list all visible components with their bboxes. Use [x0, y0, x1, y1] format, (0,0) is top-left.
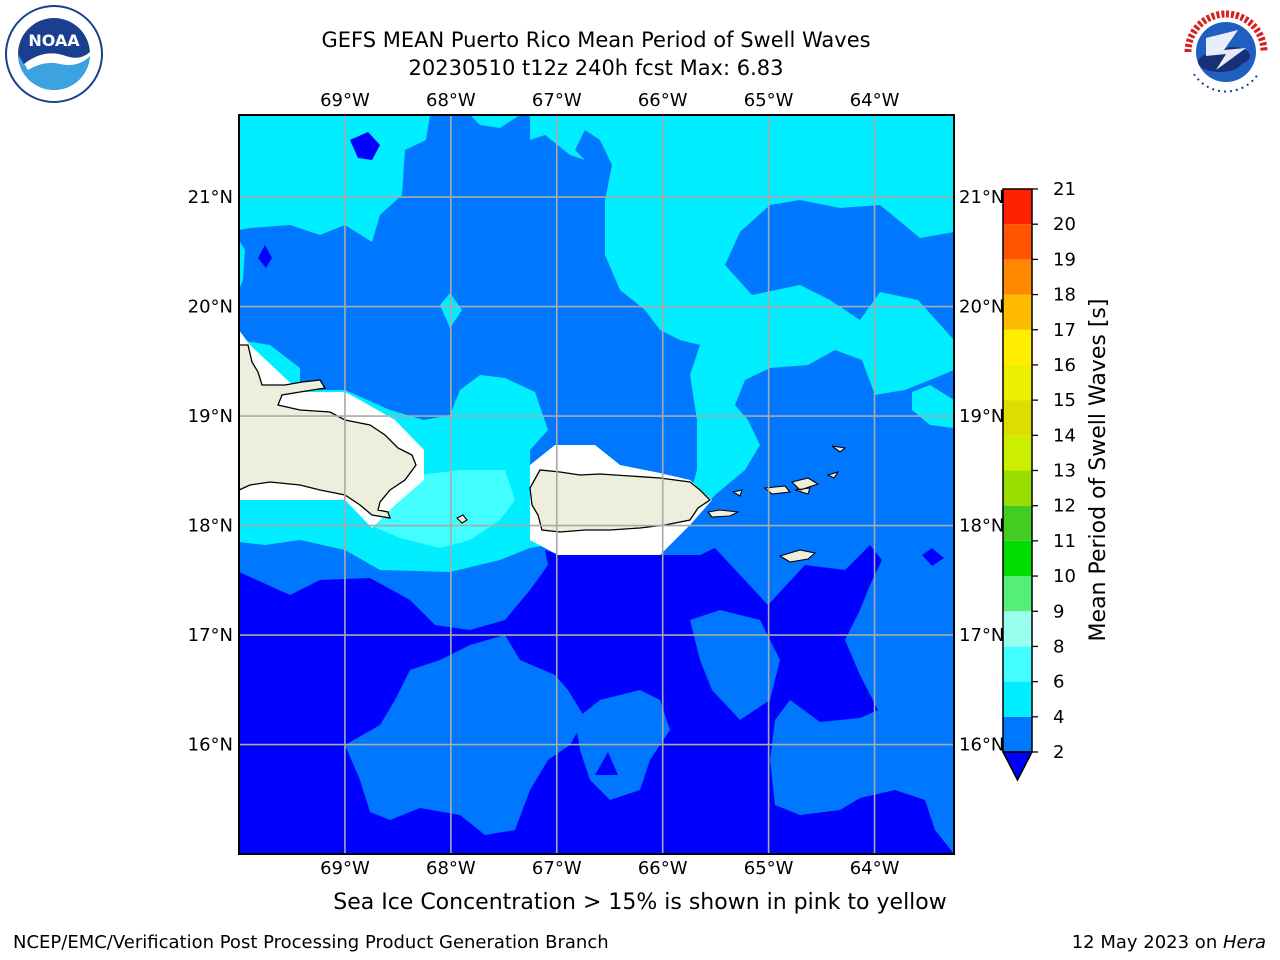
- colorbar-tick-label: 21: [1053, 179, 1076, 200]
- contour-blue-spot-s: [595, 752, 618, 775]
- lon-labels-bottom: 69°W 68°W 67°W 66°W 65°W 64°W: [320, 858, 900, 879]
- lon-tick-label: 65°W: [744, 858, 794, 879]
- colorbar-tick-label: 14: [1053, 425, 1076, 446]
- contour-blue-spot-n: [350, 132, 380, 160]
- contour-light-south-3: [690, 610, 780, 720]
- swell-period-field: [239, 115, 954, 854]
- lat-tick-label: 17°N: [188, 625, 233, 646]
- colorbar-segment: [1003, 716, 1032, 752]
- lat-labels-left: 21°N 20°N 19°N 18°N 17°N 16°N: [188, 187, 233, 755]
- colorbar-segment: [1003, 329, 1032, 365]
- lat-tick-label: 16°N: [959, 735, 1004, 756]
- contour-cyan-north-main: [530, 115, 954, 510]
- colorbar-tick-label: 15: [1053, 390, 1076, 411]
- colorbar-segment: [1003, 540, 1032, 577]
- lon-tick-label: 64°W: [850, 90, 900, 111]
- noaa-logo-icon: NOAA: [5, 5, 103, 103]
- lat-labels-right: 21°N 20°N 19°N 18°N 17°N 16°N: [959, 187, 1004, 755]
- lat-tick-label: 16°N: [188, 735, 233, 756]
- lon-tick-label: 64°W: [850, 858, 900, 879]
- nws-logo-icon: [1180, 6, 1272, 98]
- lat-tick-label: 20°N: [188, 297, 233, 318]
- contour-cyan-west-edge: [239, 240, 245, 290]
- colorbar: 2 4 6 8 9 10 11 12 13 14 15 16 17 18 19 20 21: [1001, 179, 1076, 782]
- colorbar-tick-label: 16: [1053, 355, 1076, 376]
- colorbar-tick-label: 8: [1053, 636, 1064, 657]
- map-gridlines: [239, 115, 954, 854]
- colorbar-tick-label: 12: [1053, 496, 1076, 517]
- lat-tick-label: 18°N: [188, 516, 233, 537]
- colorbar-under-triangle: [1001, 751, 1034, 782]
- chart-subtitle: 20230510 t12z 240h fcst Max: 6.83: [408, 56, 784, 80]
- contour-light-south-1: [345, 635, 585, 835]
- contour-light-east: [855, 548, 954, 770]
- colorbar-segment: [1003, 611, 1032, 647]
- footer-branch: NCEP/EMC/Verification Post Processing Pr…: [13, 932, 609, 953]
- lon-labels-top: 69°W 68°W 67°W 66°W 65°W 64°W: [320, 90, 900, 111]
- colorbar-segment: [1003, 400, 1032, 436]
- land-islet-mona: [456, 514, 468, 524]
- colorbar-tick-label: 18: [1053, 285, 1076, 306]
- colorbar-tick-label: 4: [1053, 707, 1064, 728]
- contour-cyan-north-west: [239, 115, 430, 242]
- colorbar-segment: [1003, 470, 1032, 506]
- colorbar-tick-label: 19: [1053, 249, 1076, 270]
- lon-tick-label: 68°W: [426, 90, 476, 111]
- lat-tick-label: 19°N: [188, 406, 233, 427]
- lon-tick-label: 66°W: [638, 858, 688, 879]
- colorbar-tick-label: 2: [1053, 742, 1064, 763]
- lat-tick-label: 17°N: [959, 625, 1004, 646]
- footer-date-text: 12 May 2023 on: [1071, 932, 1223, 953]
- land-hispaniola: [239, 344, 417, 519]
- land-islet-culebra: [731, 489, 743, 497]
- colorbar-segment: [1003, 294, 1032, 330]
- colorbar-segment: [1003, 259, 1032, 295]
- land-islet-vieques: [706, 509, 740, 518]
- colorbar-tick-label: 11: [1053, 531, 1076, 552]
- lon-tick-label: 66°W: [638, 90, 688, 111]
- lon-tick-label: 68°W: [426, 858, 476, 879]
- colorbar-tick-label: 20: [1053, 214, 1076, 235]
- contour-cyan-east-patch: [912, 385, 954, 428]
- colorbar-tick-label: 13: [1053, 461, 1076, 482]
- lon-tick-label: 69°W: [320, 90, 370, 111]
- colorbar-segment: [1003, 646, 1032, 682]
- colorbar-segment: [1003, 364, 1032, 401]
- colorbar-tick-label: 17: [1053, 320, 1076, 341]
- colorbar-segment: [1003, 681, 1032, 717]
- colorbar-label: Mean Period of Swell Waves [s]: [1086, 299, 1111, 642]
- colorbar-segment: [1003, 505, 1032, 541]
- map-frame: [238, 114, 955, 855]
- land-puerto-rico: [529, 469, 712, 533]
- lat-tick-label: 20°N: [959, 297, 1004, 318]
- noaa-logo-text: NOAA: [28, 31, 80, 50]
- lat-tick-label: 18°N: [959, 516, 1004, 537]
- lat-tick-label: 21°N: [959, 187, 1004, 208]
- lon-tick-label: 69°W: [320, 858, 370, 879]
- land-st-croix: [778, 549, 817, 563]
- colorbar-segment: [1003, 576, 1032, 612]
- colorbar-tick-label: 6: [1053, 672, 1064, 693]
- lon-tick-label: 67°W: [532, 90, 582, 111]
- colorbar-tick-label: 10: [1053, 566, 1076, 587]
- colorbar-segment: [1003, 435, 1032, 471]
- contour-blue-spot-e: [922, 548, 944, 566]
- contour-cyan-north-top: [470, 115, 520, 128]
- contour-blue-south: [239, 545, 954, 854]
- colorbar-segment: [1003, 224, 1032, 260]
- lat-tick-label: 21°N: [188, 187, 233, 208]
- sea-ice-note: Sea Ice Concentration > 15% is shown in …: [333, 890, 947, 915]
- lon-tick-label: 65°W: [744, 90, 794, 111]
- footer-date: 12 May 2023 on Hera: [1072, 932, 1266, 953]
- colorbar-segment: [1003, 189, 1032, 225]
- colorbar-tick-label: 9: [1053, 601, 1064, 622]
- footer-host: Hera: [1222, 932, 1266, 953]
- lon-tick-label: 67°W: [532, 858, 582, 879]
- chart-title: GEFS MEAN Puerto Rico Mean Period of Swe…: [321, 28, 871, 52]
- contour-blue-spot-nw: [258, 245, 272, 268]
- land-virgin-islands: [763, 445, 847, 495]
- lat-tick-label: 19°N: [959, 406, 1004, 427]
